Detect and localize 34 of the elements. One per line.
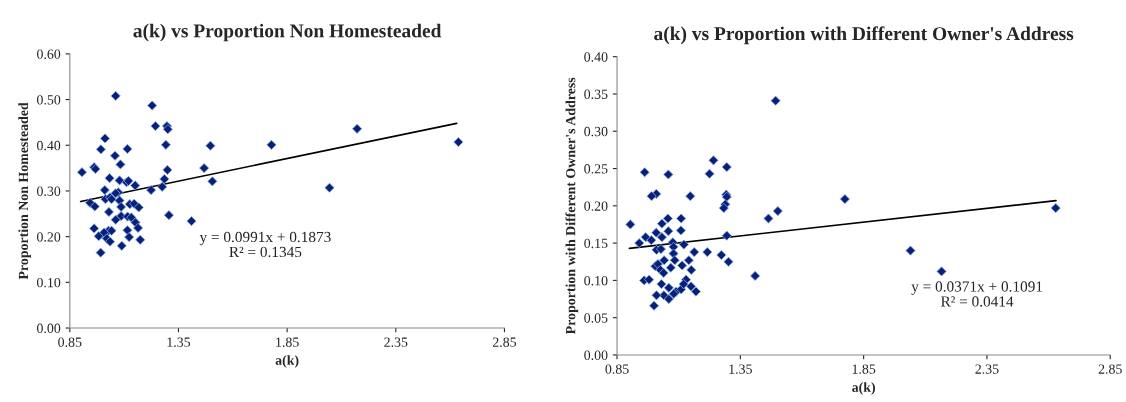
y-tick-label: 0.00 (584, 350, 608, 360)
y-tick-label: 0.05 (584, 313, 608, 323)
x-tick-label: 2.85 (1098, 364, 1122, 374)
annotation: y = 0.0371x + 0.1091 R² = 0.0414 (911, 281, 1043, 307)
y-tick-label: 0.40 (37, 140, 61, 151)
x-tick-label: 1.85 (276, 337, 299, 347)
x-tick-label: 2.35 (975, 364, 999, 374)
x-tick-label: 1.85 (852, 364, 876, 374)
x-tick-label: 0.85 (605, 364, 629, 374)
y-tick-label: 0.25 (584, 164, 608, 174)
x-tick-label: 1.35 (167, 337, 191, 347)
x-axis-title: a(k) (852, 382, 875, 395)
x-tick-label: 2.35 (384, 337, 408, 347)
annotation: y = 0.0991x + 0.1873 R² = 0.1345 (199, 231, 331, 258)
chart-title: a(k) vs Proportion with Different Owner's Address (654, 26, 1074, 45)
y-tick-label: 0.30 (37, 186, 61, 196)
y-axis-title: Proportion Non Homesteaded (18, 102, 31, 280)
y-axis-title: Proportion with Different Owner's Address (565, 77, 579, 335)
x-tick-label: 2.85 (492, 337, 517, 347)
y-tick-label: 0.40 (584, 52, 608, 62)
x-tick-label: 0.85 (58, 337, 82, 347)
y-tick-label: 0.00 (37, 323, 61, 334)
x-axis-title: a(k) (275, 355, 299, 368)
y-tick-label: 0.15 (584, 238, 608, 249)
x-tick-label: 1.35 (729, 364, 752, 374)
y-tick-label: 0.60 (37, 49, 61, 59)
y-tick-label: 0.20 (584, 201, 608, 211)
y-tick-label: 0.30 (584, 126, 608, 137)
y-tick-label: 0.20 (37, 232, 61, 242)
y-tick-label: 0.10 (584, 275, 608, 286)
y-tick-label: 0.10 (37, 277, 61, 288)
chart-title: a(k) vs Proportion Non Homesteaded (133, 23, 442, 42)
y-tick-label: 0.50 (37, 95, 61, 105)
y-tick-label: 0.35 (584, 89, 608, 99)
